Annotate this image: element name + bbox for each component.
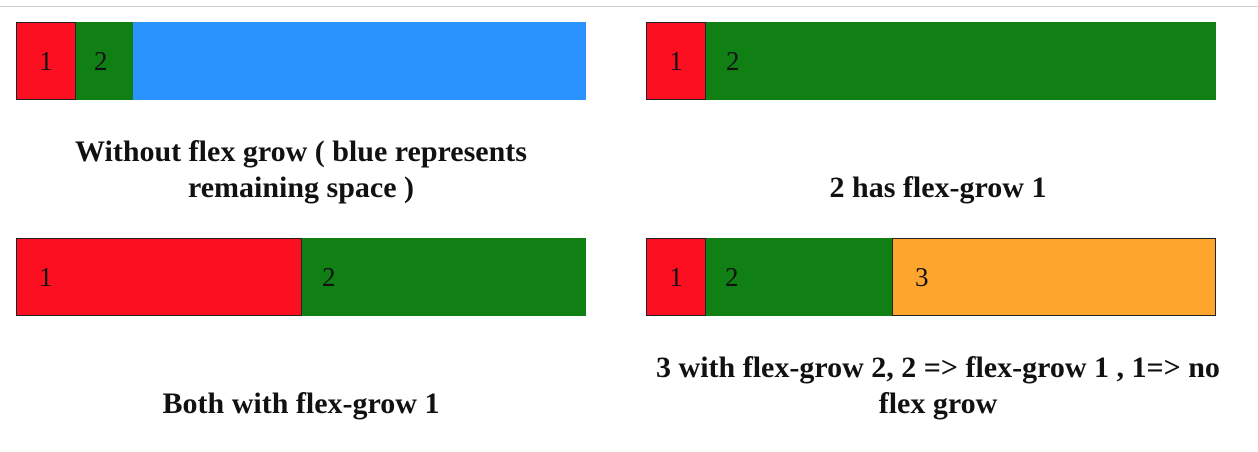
- flex-item-2: 2: [302, 238, 586, 316]
- flex-item-2-label: 2: [725, 261, 739, 292]
- flex-item-2: 2: [706, 22, 1216, 100]
- flex-item-1: 1: [16, 22, 76, 100]
- caption-no-grow: Without flex grow ( blue represents rema…: [75, 135, 527, 204]
- flex-item-3: 3: [892, 238, 1216, 316]
- flex-item-1: 1: [646, 238, 706, 316]
- caption-item2-grow: 2 has flex-grow 1: [829, 171, 1047, 204]
- flex-item-2-label: 2: [726, 45, 740, 76]
- flex-container-both-grow: 1 2: [16, 238, 586, 316]
- flex-item-1: 1: [646, 22, 706, 100]
- caption-both-grow: Both with flex-grow 1: [162, 387, 440, 420]
- flex-container-mixed-grow: 1 2 3: [646, 238, 1216, 316]
- flex-item-1-label: 1: [669, 261, 683, 292]
- flex-item-3-label: 3: [915, 261, 929, 292]
- flex-item-1-label: 1: [39, 45, 53, 76]
- flex-item-1: 1: [16, 238, 302, 316]
- caption-mixed-grow: 3 with flex-grow 2, 2 => flex-grow 1 , 1…: [656, 351, 1220, 420]
- flex-item-2-label: 2: [94, 45, 108, 76]
- flex-item-1-label: 1: [669, 45, 683, 76]
- top-divider: [0, 6, 1258, 7]
- flex-item-2-label: 2: [322, 261, 336, 292]
- remaining-space: [133, 22, 586, 100]
- flex-container-item2-grow: 1 2: [646, 22, 1216, 100]
- flex-item-2: 2: [706, 238, 892, 316]
- flex-item-1-label: 1: [39, 261, 53, 292]
- flex-container-no-grow: 1 2: [16, 22, 586, 100]
- flex-item-2: 2: [76, 22, 133, 100]
